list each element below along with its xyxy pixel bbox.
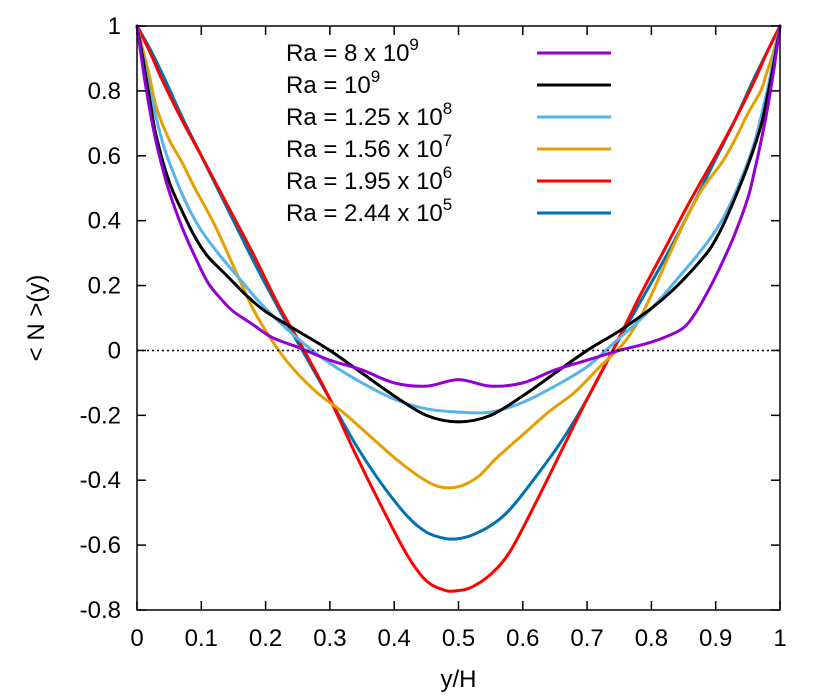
legend-label-base: Ra = 1.25 x 10 [286,104,443,131]
x-axis-label: y/H [441,666,477,693]
x-tick-label: 0 [130,625,143,652]
legend-label-base: Ra = 10 [286,72,371,99]
y-tick-label: 0.8 [88,78,121,105]
legend-label-exponent: 8 [443,99,452,118]
x-tick-label: 0.5 [442,625,475,652]
legend-label-base: Ra = 1.95 x 10 [286,168,443,195]
plot-frame [136,25,781,611]
legend-label: Ra = 8 x 109 [286,35,419,67]
legend-label-exponent: 7 [443,131,452,150]
series-line [135,24,782,593]
legend-label: Ra = 2.44 x 105 [286,195,452,227]
x-tick-label: 0.1 [185,625,218,652]
x-tick-label: 0.7 [570,625,603,652]
y-axis-label: < N >(y) [23,275,50,362]
x-tick-label: 1 [773,625,786,652]
legend-label-exponent: 5 [443,195,452,214]
series-group [135,24,782,593]
y-tick-label: -0.6 [80,532,121,559]
y-tick-label: -0.8 [80,597,121,624]
x-tick-label: 0.6 [506,625,539,652]
series-line [135,24,782,424]
y-tick-label: -0.2 [80,402,121,429]
y-tick-label: 1 [108,13,121,40]
x-tick-label: 0.2 [249,625,282,652]
series-line [135,24,782,415]
legend-label-base: Ra = 8 x 10 [286,40,409,67]
x-tick-label: 0.3 [313,625,346,652]
y-tick-label: 0.4 [88,208,121,235]
legend-label-base: Ra = 1.56 x 10 [286,136,443,163]
legend-label: Ra = 109 [286,67,380,99]
y-tick-label: 0.6 [88,143,121,170]
x-tick-label: 0.9 [699,625,732,652]
ticks-group: 0 0.1 0.2 0.3 0.4 0.5 0.6 0.7 0.8 0.9 1 -0.8 -0.6 -0.… [80,13,787,652]
legend-label-base: Ra = 2.44 x 10 [286,200,443,227]
series-line [135,24,782,388]
legend-label-exponent: 6 [443,163,452,182]
y-tick-label: 0.2 [88,273,121,300]
legend-label-exponent: 9 [409,35,418,54]
legend-label: Ra = 1.56 x 107 [286,131,452,163]
x-tick-label: 0.8 [635,625,668,652]
y-tick-label: -0.4 [80,467,121,494]
series-line [135,24,782,490]
legend-label: Ra = 1.95 x 106 [286,163,452,195]
legend-label: Ra = 1.25 x 108 [286,99,452,131]
y-tick-label: 0 [108,337,121,364]
legend-label-exponent: 9 [371,67,380,86]
x-tick-label: 0.4 [378,625,411,652]
